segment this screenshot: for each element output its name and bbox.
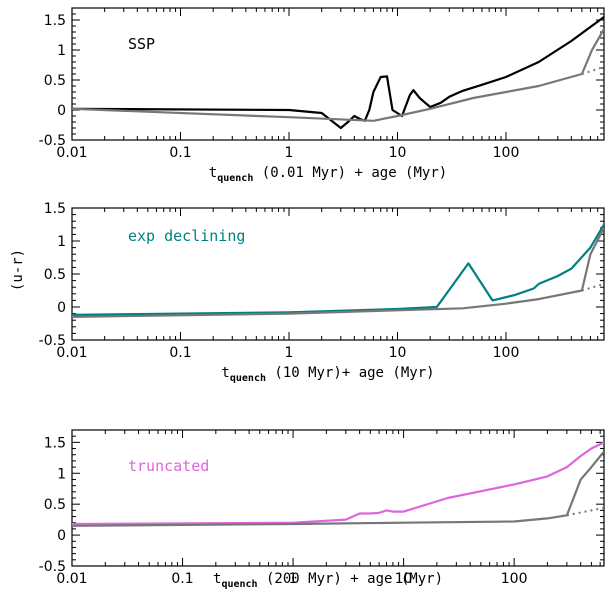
x-tick-label: 0.01 <box>56 571 87 587</box>
y-tick-label: 0 <box>57 300 66 316</box>
y-tick-label: 1.5 <box>44 435 66 451</box>
panel-1: 0.01 0.1 1 10 100 -0.5 0 0.5 1 1.5 SSP tquench (0.0… <box>39 7 605 184</box>
x-tick-label: 10 <box>389 345 407 361</box>
x-tick-label: 1 <box>289 571 298 587</box>
x-tick-label: 100 <box>493 145 520 161</box>
y-tick-label: 0.5 <box>44 73 66 89</box>
y-tick-label: -0.5 <box>39 559 66 575</box>
series-line-2 <box>72 28 604 122</box>
y-tick-label: 1.5 <box>44 201 66 217</box>
panel-annotation: exp declining <box>128 227 245 245</box>
series-line-2 <box>72 227 604 318</box>
x-tick-label: 10 <box>389 145 407 161</box>
x-axis-label: tquench (10 Myr)+ age (Myr) <box>221 365 434 384</box>
x-tick-label: 1 <box>285 145 294 161</box>
y-tick-label: 0.5 <box>44 267 66 283</box>
series-line-1 <box>72 441 604 526</box>
x-tick-label: 0.1 <box>169 345 191 361</box>
panel-annotation: truncated <box>128 457 209 475</box>
y-tick-label: -0.5 <box>39 133 66 149</box>
x-tick-label: 0.01 <box>56 345 87 361</box>
x-tick-label: 0.1 <box>169 145 191 161</box>
plot-frame <box>71 429 605 567</box>
panel-3: 0.01 0.1 1 10 100 -0.5 0 0.5 1 1.5 truncated tquenc… <box>39 429 605 589</box>
x-axis-label: tquench (0.01 Myr) + age (Myr) <box>209 165 447 184</box>
y-tick-label: 0.5 <box>44 497 66 513</box>
series-line-1 <box>72 223 604 316</box>
x-tick-label: 10 <box>395 571 413 587</box>
panel-annotation: SSP <box>128 35 155 53</box>
y-tick-label: 1 <box>57 43 66 59</box>
y-tick-label: 0 <box>57 528 66 544</box>
y-axis-label: (u-r) <box>10 249 26 291</box>
y-tick-label: 1.5 <box>44 13 66 29</box>
x-tick-label: 0.01 <box>56 145 87 161</box>
series-line-3 <box>566 506 604 517</box>
series-line-3 <box>581 282 604 292</box>
x-tick-label: 1 <box>285 345 294 361</box>
panel-2: 0.01 0.1 1 10 100 -0.5 0 0.5 1 1.5 exp declining tq… <box>39 201 605 384</box>
series-line-3 <box>581 65 604 75</box>
x-tick-label: 0.1 <box>171 571 193 587</box>
y-tick-label: -0.5 <box>39 333 66 349</box>
x-tick-label: 100 <box>501 571 528 587</box>
y-tick-label: 0 <box>57 103 66 119</box>
y-tick-label: 1 <box>57 466 66 482</box>
x-tick-label: 100 <box>493 345 520 361</box>
x-axis-label: tquench (200 Myr) + age (Myr) <box>213 571 443 589</box>
series-line-2 <box>72 450 604 527</box>
y-tick-label: 1 <box>57 234 66 250</box>
